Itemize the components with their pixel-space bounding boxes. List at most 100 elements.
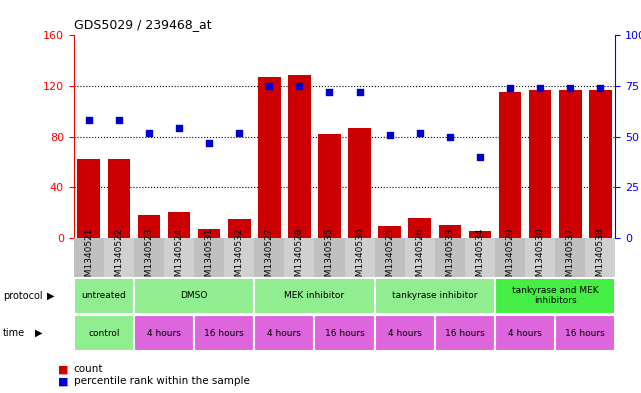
Point <box>505 85 515 91</box>
Bar <box>345 238 374 277</box>
Bar <box>469 231 491 238</box>
Text: GSM1340524: GSM1340524 <box>174 227 183 288</box>
Point <box>445 133 455 140</box>
Point <box>385 131 395 138</box>
Bar <box>378 226 401 238</box>
Bar <box>555 315 615 351</box>
Text: GSM1340527: GSM1340527 <box>265 227 274 288</box>
Bar <box>168 213 190 238</box>
Text: count: count <box>74 364 103 375</box>
Bar <box>374 315 435 351</box>
Text: MEK inhibitor: MEK inhibitor <box>285 291 344 300</box>
Text: 4 hours: 4 hours <box>267 329 301 338</box>
Text: tankyrase and MEK
inhibitors: tankyrase and MEK inhibitors <box>512 286 599 305</box>
Bar <box>74 315 134 351</box>
Bar <box>285 238 315 277</box>
Text: GSM1340533: GSM1340533 <box>445 227 454 288</box>
Point <box>83 117 94 123</box>
Text: GSM1340534: GSM1340534 <box>476 227 485 288</box>
Bar <box>108 159 130 238</box>
Bar <box>74 278 134 314</box>
Bar <box>495 278 615 314</box>
Bar <box>254 238 285 277</box>
Point <box>144 129 154 136</box>
Bar <box>404 238 435 277</box>
Text: GSM1340535: GSM1340535 <box>325 227 334 288</box>
Point <box>174 125 184 132</box>
Bar <box>164 238 194 277</box>
Text: GSM1340531: GSM1340531 <box>204 227 213 288</box>
Bar <box>258 77 281 238</box>
Bar <box>315 315 374 351</box>
Text: GSM1340530: GSM1340530 <box>536 227 545 288</box>
Bar <box>194 238 224 277</box>
Point <box>294 83 304 89</box>
Bar <box>495 315 555 351</box>
Text: tankyrase inhibitor: tankyrase inhibitor <box>392 291 478 300</box>
Bar <box>408 217 431 238</box>
Text: GSM1340525: GSM1340525 <box>385 227 394 288</box>
Point <box>113 117 124 123</box>
Bar <box>374 278 495 314</box>
Text: protocol: protocol <box>3 291 43 301</box>
Text: GSM1340536: GSM1340536 <box>355 227 364 288</box>
Bar <box>78 159 100 238</box>
Text: GSM1340538: GSM1340538 <box>596 227 605 288</box>
Bar <box>559 90 581 238</box>
Bar <box>435 315 495 351</box>
Text: GSM1340522: GSM1340522 <box>114 227 123 288</box>
Bar <box>134 315 194 351</box>
Text: ■: ■ <box>58 376 68 386</box>
Bar <box>224 238 254 277</box>
Text: ■: ■ <box>58 364 68 375</box>
Bar <box>374 238 404 277</box>
Text: 4 hours: 4 hours <box>508 329 542 338</box>
Text: GSM1340526: GSM1340526 <box>415 227 424 288</box>
Bar <box>198 229 221 238</box>
Point <box>204 140 214 146</box>
Point <box>415 129 425 136</box>
Text: ▶: ▶ <box>35 328 43 338</box>
Bar <box>499 92 521 238</box>
Text: 16 hours: 16 hours <box>445 329 485 338</box>
Bar <box>288 75 311 238</box>
Text: DMSO: DMSO <box>180 291 208 300</box>
Bar <box>254 278 374 314</box>
Bar <box>529 90 551 238</box>
Bar <box>438 225 461 238</box>
Point <box>324 89 335 95</box>
Bar <box>254 315 315 351</box>
Bar <box>589 90 612 238</box>
Text: time: time <box>3 328 26 338</box>
Text: GSM1340521: GSM1340521 <box>84 227 93 288</box>
Bar <box>495 238 525 277</box>
Point <box>475 154 485 160</box>
Point <box>264 83 274 89</box>
Bar <box>74 238 104 277</box>
Text: 16 hours: 16 hours <box>565 329 605 338</box>
Point <box>595 85 606 91</box>
Text: 4 hours: 4 hours <box>388 329 422 338</box>
Bar <box>104 238 134 277</box>
Bar <box>194 315 254 351</box>
Text: GSM1340523: GSM1340523 <box>144 227 153 288</box>
Text: GSM1340537: GSM1340537 <box>566 227 575 288</box>
Bar <box>134 238 164 277</box>
Text: GDS5029 / 239468_at: GDS5029 / 239468_at <box>74 18 212 31</box>
Bar <box>585 238 615 277</box>
Point <box>565 85 576 91</box>
Text: 16 hours: 16 hours <box>204 329 244 338</box>
Point <box>354 89 365 95</box>
Text: GSM1340529: GSM1340529 <box>506 227 515 288</box>
Text: untreated: untreated <box>81 291 126 300</box>
Bar <box>435 238 465 277</box>
Bar <box>465 238 495 277</box>
Text: GSM1340528: GSM1340528 <box>295 227 304 288</box>
Bar <box>315 238 345 277</box>
Point <box>234 129 244 136</box>
Bar <box>348 128 371 238</box>
Bar <box>555 238 585 277</box>
Text: 16 hours: 16 hours <box>324 329 365 338</box>
Bar <box>138 215 160 238</box>
Bar <box>318 134 341 238</box>
